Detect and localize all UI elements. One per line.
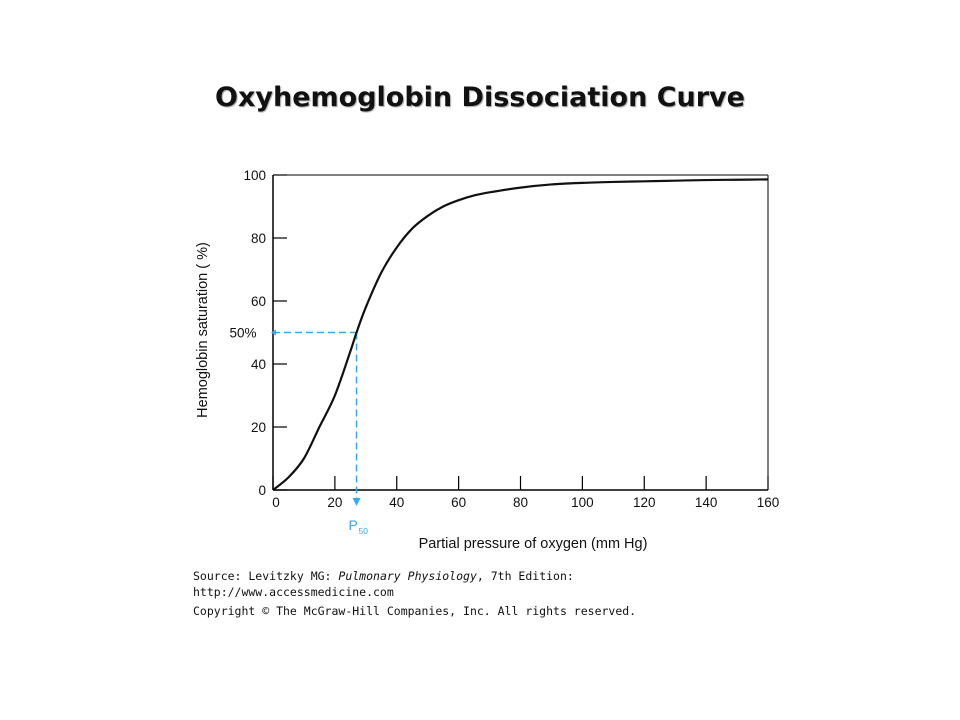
x-tick-label: 80 — [513, 495, 528, 510]
source-suffix: , 7th Edition: — [476, 569, 574, 583]
y-tick-label: 0 — [258, 483, 266, 498]
source-line-1: Source: Levitzky MG: Pulmonary Physiolog… — [193, 569, 574, 583]
x-tick-label: 40 — [389, 495, 404, 510]
x-tick-label: 20 — [327, 495, 342, 510]
p50-guides: 50% P 50 — [229, 326, 368, 537]
y-tick-label: 100 — [243, 168, 266, 183]
x-tick-label: 160 — [757, 495, 780, 510]
source-line-2: http://www.accessmedicine.com — [193, 585, 394, 599]
y-tick-label: 80 — [251, 231, 266, 246]
y-tick-label: 20 — [251, 420, 266, 435]
x-axis-title: Partial pressure of oxygen (mm Hg) — [419, 536, 648, 552]
chart-axes — [272, 174, 769, 491]
x-tick-label: 60 — [451, 495, 466, 510]
x-tick-label: 140 — [695, 495, 718, 510]
slide-title: Oxyhemoglobin Dissociation Curve — [215, 82, 745, 113]
saturation-curve — [272, 178, 769, 491]
y-marker-label: 50% — [229, 326, 256, 341]
y-marker-arrow-head — [271, 329, 276, 336]
source-book-title: Pulmonary Physiology — [338, 569, 477, 583]
x-tick-label: 120 — [633, 495, 656, 510]
y-tick-label: 60 — [251, 294, 266, 309]
x-tick-label: 100 — [571, 495, 594, 510]
source-copyright: Copyright © The McGraw-Hill Companies, I… — [193, 604, 637, 618]
y-axis-title: Hemoglobin saturation ( %) — [195, 242, 211, 418]
p50-arrow-head — [352, 498, 361, 506]
chart-ticks: 0 20 40 60 80 100 120 140 160 0 20 40 60 80 100 — [243, 168, 779, 510]
p50-label: P — [349, 517, 358, 533]
source-prefix: Source: Levitzky MG: — [193, 569, 339, 583]
x-tick-label: 0 — [272, 495, 280, 510]
y-tick-label: 40 — [251, 357, 266, 372]
p50-subscript: 50 — [359, 526, 369, 536]
